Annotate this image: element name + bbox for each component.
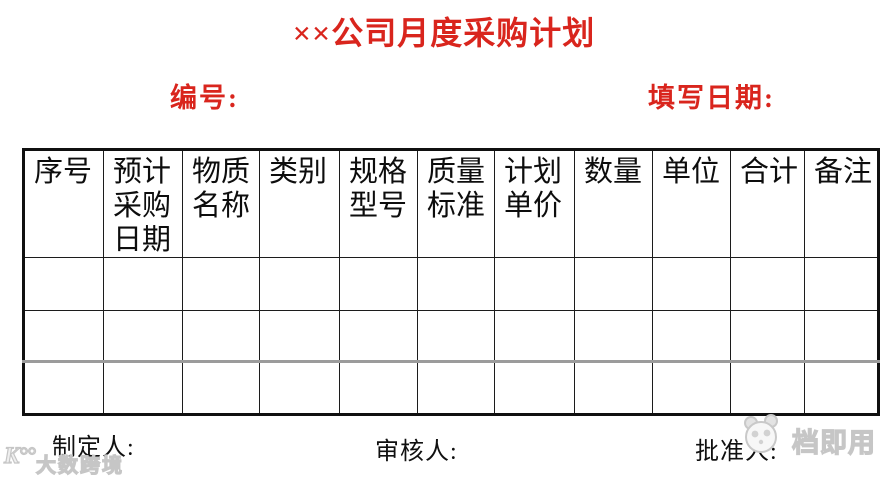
table-row [23, 360, 879, 415]
fill-date-label: 填写日期: [648, 83, 775, 113]
col-header-material-name: 物质名称 [182, 149, 260, 258]
number-label: 编号: [170, 83, 239, 113]
col-header-quantity: 数量 [574, 149, 653, 258]
table-cell [574, 257, 653, 311]
col-header-spec-model: 规格型号 [339, 149, 418, 258]
table-cell [339, 257, 418, 311]
bottom-right-watermark-text: 档即用 [791, 427, 876, 458]
table-cell [182, 257, 260, 311]
col-header-quality-standard: 质量标准 [417, 149, 495, 258]
table-cell [103, 257, 183, 311]
table-cell [652, 360, 731, 415]
table-cell [259, 310, 340, 362]
table-cell [574, 360, 653, 415]
maker-label: 制定人: [52, 435, 135, 461]
table-cell [652, 257, 731, 311]
col-header-planned-purchase-date: 预计采购日期 [103, 149, 183, 258]
reviewer-label: 审核人: [375, 439, 458, 465]
table-cell [417, 360, 495, 415]
table-cell [730, 360, 805, 415]
table-cell [103, 310, 183, 362]
table-header-row: 序号 预计采购日期 物质名称 类别 规格型号 质量标准 计划单价 数量 单位 合… [23, 149, 879, 258]
table-cell [339, 360, 418, 415]
page-title: ××公司月度采购计划 [292, 15, 596, 51]
table-cell [259, 360, 340, 415]
table-cell [574, 310, 653, 362]
table-cell [103, 360, 183, 415]
table-cell [804, 360, 879, 415]
col-header-remarks: 备注 [804, 149, 879, 258]
table-cell [417, 310, 495, 362]
table-row [23, 310, 879, 362]
col-header-serial: 序号 [23, 149, 104, 258]
col-header-total: 合计 [730, 149, 805, 258]
table-cell [494, 360, 575, 415]
table-cell [494, 310, 575, 362]
table-cell [804, 310, 879, 362]
table-cell [730, 257, 805, 311]
table-cell [804, 257, 879, 311]
bottom-left-watermark-logo-icon: K°° [3, 442, 36, 468]
table-cell [259, 257, 340, 311]
col-header-category: 类别 [259, 149, 340, 258]
bottom-left-watermark-text: 大数跨境 [35, 454, 124, 477]
table-cell [23, 257, 104, 311]
table-cell [652, 310, 731, 362]
col-header-planned-unit-price: 计划单价 [494, 149, 575, 258]
col-header-unit: 单位 [652, 149, 731, 258]
table-cell [339, 310, 418, 362]
table-row [23, 257, 879, 311]
panda-logo-icon [744, 414, 778, 453]
table-cell [730, 310, 805, 362]
table-cell [417, 257, 495, 311]
table-cell [23, 360, 104, 415]
purchase-plan-table: 序号 预计采购日期 物质名称 类别 规格型号 质量标准 计划单价 数量 单位 合… [22, 148, 880, 416]
table-cell [494, 257, 575, 311]
table-cell [23, 310, 104, 362]
table-cell [182, 310, 260, 362]
table-cell [182, 360, 260, 415]
